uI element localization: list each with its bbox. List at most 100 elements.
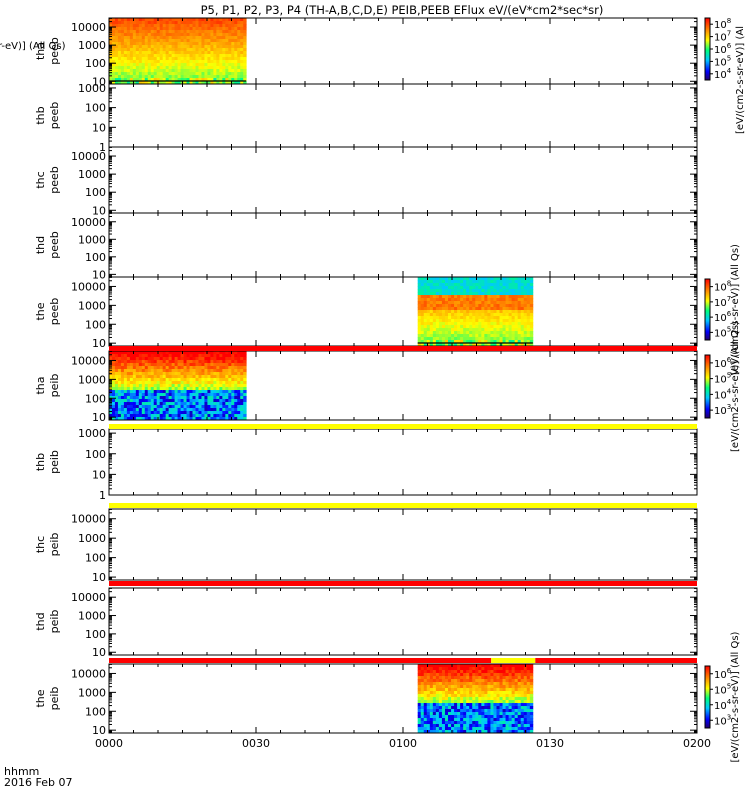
spectrogram-cell [132, 378, 137, 382]
spectrogram-cell [222, 66, 226, 70]
spectrogram-cell [132, 372, 137, 376]
spectrogram-cell [207, 81, 211, 85]
spectrogram-cell [222, 21, 226, 25]
spectrogram-cell [514, 670, 519, 674]
spectrogram-cell [144, 357, 149, 361]
spectrogram-cell [505, 322, 510, 326]
spectrogram-cell [132, 66, 137, 70]
spectrogram-cell [454, 712, 458, 716]
spectrogram-cell [435, 301, 440, 305]
spectrogram-cell [126, 54, 131, 58]
spectrogram-cell [156, 24, 161, 28]
spectrogram-cell [240, 372, 244, 376]
spectrogram-cell [457, 328, 461, 332]
spectrogram-cell [177, 30, 181, 34]
spectrogram-cell [216, 42, 220, 46]
spectrogram-cell [423, 283, 428, 287]
spectrogram-cell [475, 721, 479, 725]
spectrogram-cell [478, 673, 482, 677]
spectrogram-cell [132, 354, 137, 358]
spectrogram-cell [162, 42, 167, 46]
spectrogram-cell [493, 283, 497, 287]
spectrogram-cell [496, 691, 500, 695]
spectrogram-cell [454, 283, 458, 287]
spectrogram-cell [204, 360, 208, 364]
spectrogram-cell [490, 718, 494, 722]
spectrogram-cell [183, 390, 187, 394]
spectrogram-cell [523, 724, 528, 728]
spectrogram-cell [168, 414, 173, 418]
spectrogram-cell [210, 42, 214, 46]
spectrogram-cell [171, 387, 176, 391]
spectrogram-cell [195, 378, 199, 382]
spectrogram-cell [189, 402, 193, 406]
spectrogram-cell [514, 343, 519, 347]
spectrogram-cell [237, 54, 241, 58]
spectrogram-cell [228, 390, 232, 394]
spectrogram-cell [466, 328, 470, 332]
spectrogram-cell [207, 72, 211, 76]
spectrogram-cell [472, 325, 476, 329]
y-tick-label: 100 [85, 552, 106, 565]
spectrogram-cell [141, 399, 146, 403]
spectrogram-cell [135, 396, 140, 400]
spectrogram-cell [231, 54, 235, 58]
spectrogram-cell [484, 697, 488, 701]
spectrogram-cell [111, 399, 116, 403]
spectrogram-cell [517, 337, 522, 341]
spectrogram-cell [460, 298, 464, 302]
spectrogram-cell [420, 709, 425, 713]
spectrogram-cell [177, 396, 181, 400]
spectrogram-cell [243, 39, 247, 43]
spectrogram-cell [490, 331, 494, 335]
spectrogram-cell [469, 712, 473, 716]
spectrogram-cell [207, 417, 211, 421]
spectrogram-cell [195, 411, 199, 415]
y-tick-label: 100 [85, 318, 106, 331]
spectrogram-cell [475, 724, 479, 728]
spectrogram-cell [517, 277, 522, 281]
spectrogram-cell [183, 360, 187, 364]
spectrogram-cell [129, 363, 134, 367]
spectrogram-cell [213, 78, 217, 82]
spectrogram-cell [429, 283, 434, 287]
spectrogram-cell [186, 351, 190, 355]
spectrogram-cell [420, 703, 425, 707]
spectrogram-cell [177, 381, 181, 385]
spectrogram-cell [460, 679, 464, 683]
spectrogram-cell [189, 387, 193, 391]
spectrogram-cell [216, 36, 220, 40]
spectrogram-cell [189, 18, 193, 22]
spectrogram-cell [490, 313, 494, 317]
spectrogram-cell [183, 411, 187, 415]
spectrogram-cell [508, 343, 513, 347]
spectrogram-cell [225, 30, 229, 34]
spectrogram-cell [490, 316, 494, 320]
spectrogram-cell [228, 363, 232, 367]
spectrogram-cell [162, 414, 167, 418]
spectrogram-cell [469, 664, 473, 668]
spectrogram-cell [177, 78, 181, 82]
spectrogram-cell [505, 298, 510, 302]
spectrogram-cell [487, 310, 491, 314]
spectrogram-cell [466, 316, 470, 320]
spectrogram-cell [526, 730, 531, 734]
spectrogram-cell [463, 289, 467, 293]
spectrogram-cell [481, 676, 485, 680]
spectrogram-cell [429, 295, 434, 299]
spectrogram-cell [463, 706, 467, 710]
spectrogram-cell [222, 366, 226, 370]
spectrogram-cell [195, 351, 199, 355]
spectrogram-cell [517, 703, 522, 707]
spectrogram-cell [493, 316, 497, 320]
spectrogram-cell [499, 706, 503, 710]
spectrogram-cell [228, 384, 232, 388]
spectrogram-cell [165, 405, 170, 409]
spectrogram-cell [213, 405, 217, 409]
spectrogram-cell [444, 337, 449, 341]
spectrogram-cell [481, 703, 485, 707]
spectrogram-cell [432, 670, 437, 674]
spectrogram-cell [174, 24, 178, 28]
spectrogram-cell [417, 667, 422, 671]
spectrogram-cell [129, 411, 134, 415]
